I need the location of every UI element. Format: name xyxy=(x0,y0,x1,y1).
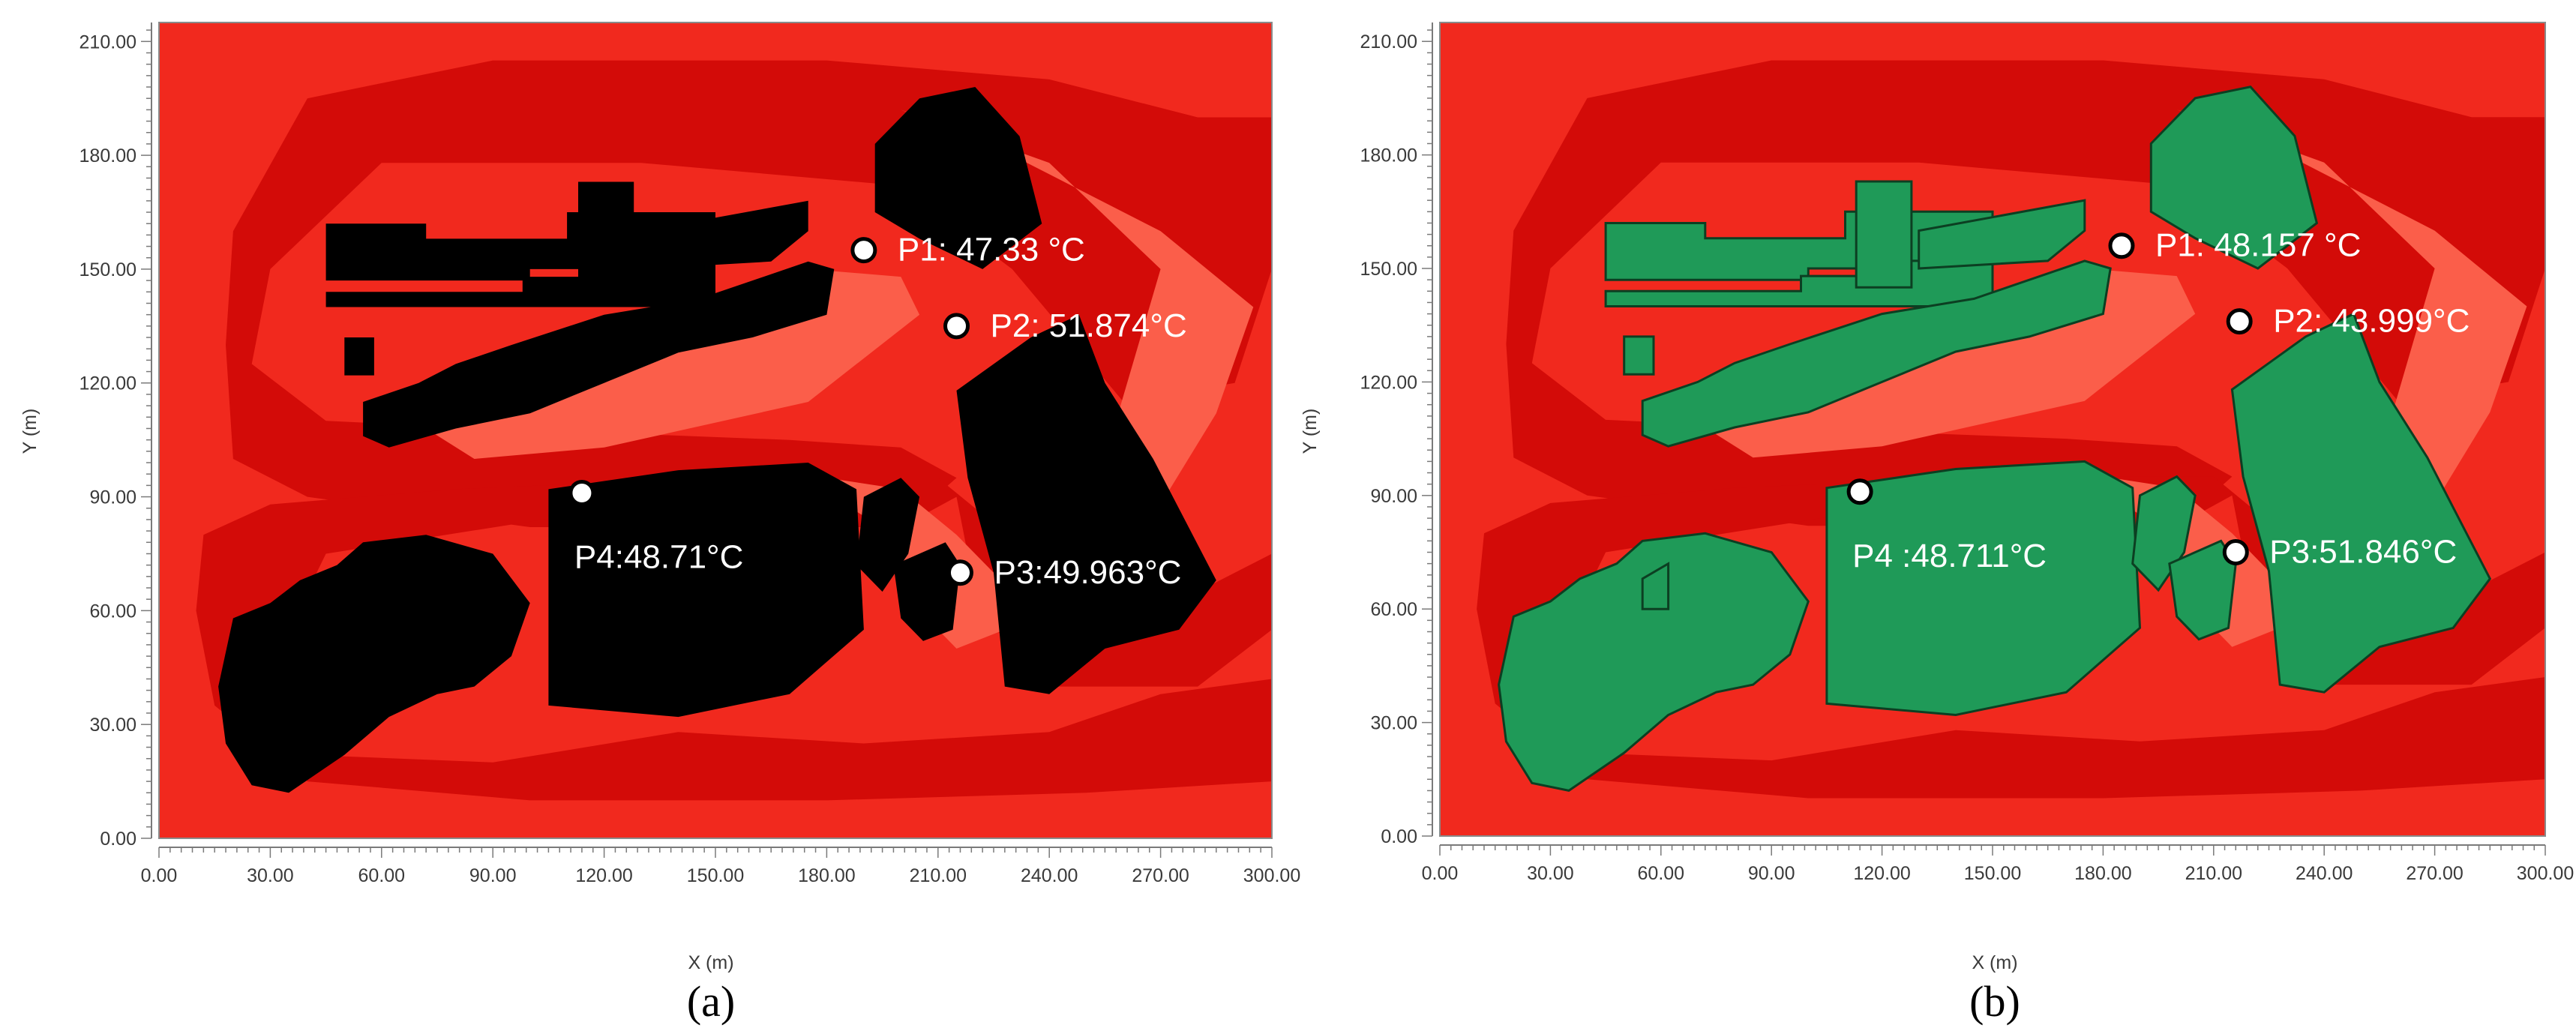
panel-a-probe-p4-marker xyxy=(568,479,595,506)
panel-b-building xyxy=(1918,199,2086,270)
panel-a-building xyxy=(856,478,920,592)
panel-a-y-tick-label: 30.00 xyxy=(89,715,136,736)
panel-b-x-tick-label: 270.00 xyxy=(2406,863,2463,884)
panel-b-y-tick-label: 30.00 xyxy=(1370,713,1417,734)
panel-b-y-tick-label: 0.00 xyxy=(1381,826,1417,847)
panel-b-y-tick-label: 90.00 xyxy=(1370,486,1417,507)
panel-b-probe-p3-label: P3:51.846°C xyxy=(2269,534,2457,571)
panel-a-temperature-field xyxy=(159,22,1272,838)
panel-b-probe-p4-marker xyxy=(1846,478,1873,505)
panel-b-axes: 0.00 30.00 60.00 90.00 120.00 150.00 180.00 210… xyxy=(1360,22,2574,884)
panel-a-x-axis-title: X (m) xyxy=(688,952,733,973)
panel-b-probes: P1: 48.157 °C P2: 43.999°C P3:51.846°C P4 :… xyxy=(1846,227,2470,574)
panel-a-x-tick-label: 0.00 xyxy=(141,865,178,886)
panel-a-axes: 0.00 30.00 60.00 90.00 120.00 150.00 180.00 210… xyxy=(79,22,1300,886)
panel-a-y-tick-label: 90.00 xyxy=(89,487,136,508)
panel-a-y-tick-label: 180.00 xyxy=(79,145,136,166)
panel-b-building xyxy=(1855,180,1913,289)
panel-a-y-axis-title: Y (m) xyxy=(19,409,40,454)
panel-b-building xyxy=(1641,259,2112,448)
panel-b-probe-p4-label: P4 :48.711°C xyxy=(1852,538,2047,574)
panel-a-x-tick-label: 210.00 xyxy=(910,865,967,886)
panel-b-y-tick-label: 150.00 xyxy=(1360,259,1417,280)
panel-a-x-tick-label: 240.00 xyxy=(1021,865,1078,886)
panel-b-x-tick-label: 60.00 xyxy=(1638,863,1685,884)
panel-b-building xyxy=(1825,460,2142,717)
panel-b-x-axis-title: X (m) xyxy=(1972,952,2017,973)
panel-a-building xyxy=(893,542,961,641)
panel-a-x-tick-label: 300.00 xyxy=(1243,865,1300,886)
panel-a-x-tick-label: 150.00 xyxy=(687,865,744,886)
panel-a-building xyxy=(363,261,835,448)
panel-a-x-tick-label: 30.00 xyxy=(247,865,294,886)
panel-b-x-tick-label: 120.00 xyxy=(1853,863,1910,884)
panel-a-caption: (a) xyxy=(687,977,735,1026)
panel-b-probe-p1-marker xyxy=(2108,232,2135,259)
panel-b-building xyxy=(2149,85,2319,270)
panel-b-x-tick-label: 90.00 xyxy=(1748,863,1795,884)
panel-a-y-tick-label: 210.00 xyxy=(79,31,136,52)
panel-a-heatmap: 0.00 30.00 60.00 90.00 120.00 150.00 180.00 210… xyxy=(19,22,1300,1026)
panel-a-x-tick-label: 90.00 xyxy=(469,865,517,886)
panel-a-x-tick-label: 60.00 xyxy=(358,865,406,886)
panel-b-probe-p3-marker xyxy=(2222,539,2249,566)
panel-a-building xyxy=(548,463,864,718)
panel-b-building xyxy=(2131,475,2197,592)
panel-b-building xyxy=(2168,539,2237,641)
panel-b-y-tick-label: 180.00 xyxy=(1360,145,1417,166)
panel-b-x-tick-label: 180.00 xyxy=(2074,863,2131,884)
panel-a-y-tick-label: 0.00 xyxy=(100,829,136,850)
panel-a-building xyxy=(874,87,1042,269)
panel-a-y-tick-label: 60.00 xyxy=(89,601,136,622)
panel-a-x-tick-label: 180.00 xyxy=(798,865,855,886)
panel-a-building xyxy=(363,565,389,611)
panel-b-temperature-field xyxy=(1440,22,2545,836)
panel-a-y-tick-label: 120.00 xyxy=(79,373,136,394)
panel-b-x-tick-label: 240.00 xyxy=(2296,863,2353,884)
panel-b-plot-frame xyxy=(1439,22,2546,837)
panel-b-x-tick-label: 0.00 xyxy=(1422,863,1459,884)
panel-a-probe-p2-label: P2: 51.874°C xyxy=(991,307,1187,344)
panel-a-probe-p4-label: P4:48.71°C xyxy=(574,538,744,575)
panel-a-x-tick-label: 120.00 xyxy=(575,865,632,886)
panel-b-y-tick-label: 210.00 xyxy=(1360,31,1417,52)
panel-a-building xyxy=(641,200,808,269)
panel-a-probe-p2-marker xyxy=(943,313,970,340)
panel-b-probe-p1-label: P1: 48.157 °C xyxy=(2155,227,2361,264)
panel-b-probe-p2-label: P2: 43.999°C xyxy=(2273,303,2470,340)
panel-b-x-tick-label: 30.00 xyxy=(1527,863,1574,884)
panel-a-building xyxy=(344,337,374,376)
panel-b-building xyxy=(1641,562,1670,610)
panel-b-probe-p2-marker xyxy=(2226,308,2253,335)
panel-a-probe-p3-label: P3:49.963°C xyxy=(994,554,1181,591)
panel-b-y-tick-label: 120.00 xyxy=(1360,372,1417,393)
panel-a-probe-p1-marker xyxy=(850,237,877,264)
panel-b-heatmap: 0.00 30.00 60.00 90.00 120.00 150.00 180.00 210… xyxy=(1300,22,2574,1026)
panel-a-y-tick-label: 150.00 xyxy=(79,259,136,280)
panel-b-y-tick-label: 60.00 xyxy=(1370,599,1417,620)
panel-b-x-tick-label: 150.00 xyxy=(1964,863,2021,884)
panel-a-probe-p3-marker xyxy=(946,559,973,586)
panel-b-x-tick-label: 300.00 xyxy=(2517,863,2574,884)
panel-b-building xyxy=(1498,532,1810,792)
panel-a-probes: P1: 47.33 °C P2: 51.874°C P3:49.963°C P4:48… xyxy=(568,232,1187,591)
panel-a-plot-frame xyxy=(158,22,1273,839)
panel-b-y-axis-title: Y (m) xyxy=(1300,409,1321,454)
panel-a-x-tick-label: 270.00 xyxy=(1132,865,1189,886)
panel-b-caption: (b) xyxy=(1969,977,2020,1026)
panel-a-building xyxy=(956,314,1216,694)
panel-a-building xyxy=(578,181,634,289)
panel-b-building xyxy=(2230,312,2492,694)
panel-b-x-tick-label: 210.00 xyxy=(2185,863,2242,884)
panel-b-building xyxy=(1623,335,1655,376)
panel-a-probe-p1-label: P1: 47.33 °C xyxy=(898,232,1085,268)
panel-a-building xyxy=(218,535,530,793)
